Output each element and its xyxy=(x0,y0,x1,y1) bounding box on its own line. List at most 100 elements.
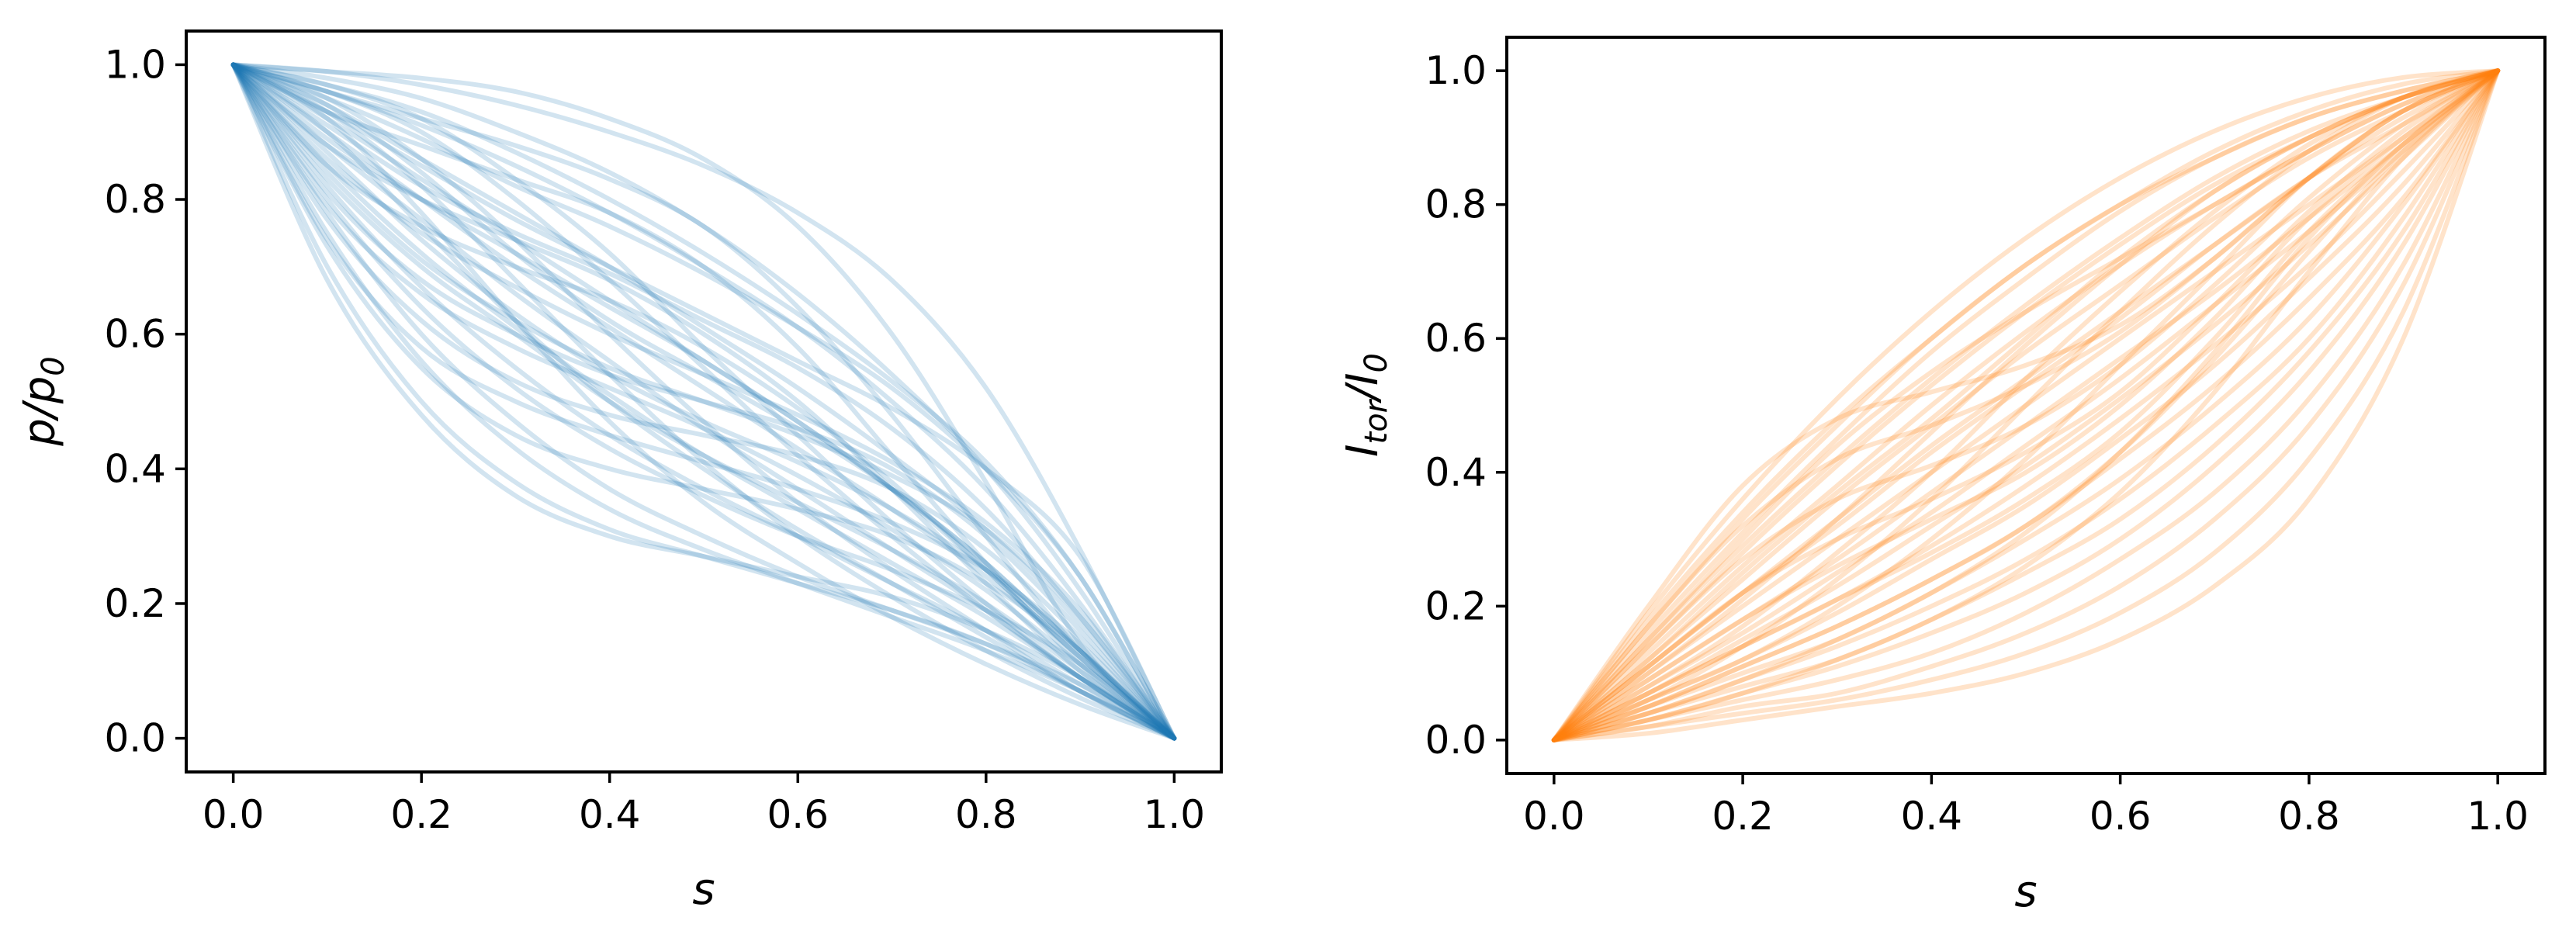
pressure-curve-14 xyxy=(230,62,1177,741)
current-curve-32 xyxy=(1551,68,2501,742)
current-y-tick-label-3: 0.6 xyxy=(1425,316,1487,361)
pressure-curve-4 xyxy=(230,62,1177,741)
current-curve-11 xyxy=(1551,68,2501,742)
current-curve-15 xyxy=(1551,68,2501,742)
current-curve-30 xyxy=(1551,68,2501,742)
pressure-curve-29 xyxy=(230,62,1177,741)
current-curve-7 xyxy=(1551,68,2501,742)
current-x-tick-label-4: 0.8 xyxy=(2278,794,2340,839)
current-y-tick-label-4: 0.8 xyxy=(1425,182,1487,227)
pressure-curve-40 xyxy=(230,62,1177,741)
current-y-tick-label-1: 0.2 xyxy=(1425,583,1487,628)
pressure-curves xyxy=(230,62,1177,741)
pressure-curve-17 xyxy=(230,62,1177,741)
pressure-x-tick-label-5: 1.0 xyxy=(1144,792,1206,837)
pressure-curve-36 xyxy=(230,62,1177,741)
pressure-curve-16 xyxy=(230,62,1177,741)
pressure-curve-7 xyxy=(230,62,1177,741)
pressure-curve-23 xyxy=(230,62,1177,741)
pressure-curve-12 xyxy=(230,62,1177,741)
pressure-x-tick-label-2: 0.4 xyxy=(579,792,641,837)
pressure-curve-6 xyxy=(230,62,1177,741)
pressure-x-tick-label-3: 0.6 xyxy=(767,792,829,837)
pressure-y-tick-label-2: 0.4 xyxy=(104,446,166,491)
current-x-tick-label-1: 0.2 xyxy=(1712,794,1774,839)
current-curve-40 xyxy=(1551,68,2501,742)
current-curve-20 xyxy=(1551,68,2501,742)
current-y-label-b-sub: 0 xyxy=(1359,353,1394,372)
pressure-curve-19 xyxy=(230,62,1177,741)
pressure-curve-32 xyxy=(230,62,1177,741)
pressure-curve-26 xyxy=(230,62,1177,741)
current-curve-36 xyxy=(1551,68,2501,742)
current-y-tick-label-0: 0.0 xyxy=(1425,718,1487,763)
pressure-y-tick-label-5: 1.0 xyxy=(104,42,166,87)
current-y-label-b: /I xyxy=(1338,372,1388,403)
current-curve-3 xyxy=(1551,68,2501,742)
current-y-tick-label-5: 1.0 xyxy=(1425,48,1487,93)
current-curve-25 xyxy=(1551,68,2501,742)
current-curve-24 xyxy=(1551,68,2501,742)
current-curve-34 xyxy=(1551,68,2501,742)
pressure-plot-frame xyxy=(185,29,1223,774)
current-curve-21 xyxy=(1551,68,2501,742)
current-curve-14 xyxy=(1551,68,2501,742)
pressure-curve-22 xyxy=(230,62,1177,741)
pressure-curve-11 xyxy=(230,62,1177,741)
current-curve-17 xyxy=(1551,68,2501,742)
pressure-curve-34 xyxy=(230,62,1177,741)
current-x-tick-label-3: 0.6 xyxy=(2090,794,2152,839)
current-curve-35 xyxy=(1551,68,2501,742)
pressure-y-label-base: p/p xyxy=(15,376,65,447)
pressure-curve-10 xyxy=(230,62,1177,741)
pressure-curve-33 xyxy=(230,62,1177,741)
pressure-curve-35 xyxy=(230,62,1177,741)
current-curve-26 xyxy=(1551,68,2501,742)
chart-right-current: 0.0 0.2 0.4 0.6 0.8 1.0 0.0 0.2 0.4 0.6 0.8 1.0 s I… xyxy=(1338,36,2547,917)
current-curve-6 xyxy=(1551,68,2501,742)
pressure-curve-38 xyxy=(230,62,1177,741)
pressure-curve-24 xyxy=(230,62,1177,741)
current-curve-18 xyxy=(1551,68,2501,742)
pressure-curve-31 xyxy=(230,62,1177,741)
current-y-axis-label: Itor/I0 xyxy=(1338,353,1394,457)
pressure-curve-18 xyxy=(230,62,1177,741)
current-curve-10 xyxy=(1551,68,2501,742)
current-x-tick-label-2: 0.4 xyxy=(1901,794,1963,839)
pressure-curve-9 xyxy=(230,62,1177,741)
pressure-x-tick-label-1: 0.2 xyxy=(390,792,452,837)
pressure-curve-3 xyxy=(230,62,1177,741)
pressure-curve-13 xyxy=(230,62,1177,741)
pressure-y-tick-label-4: 0.8 xyxy=(104,177,166,222)
pressure-y-tick-label-3: 0.6 xyxy=(104,312,166,357)
current-curve-37 xyxy=(1551,68,2501,742)
chart-left-pressure: 0.0 0.2 0.4 0.6 0.8 1.0 0.0 0.2 0.4 0.6 0.8 1.0 s p… xyxy=(15,29,1223,915)
current-curve-27 xyxy=(1551,68,2501,742)
current-curve-29 xyxy=(1551,68,2501,742)
current-curve-1 xyxy=(1551,68,2501,742)
current-curve-9 xyxy=(1551,68,2501,742)
current-x-tick-label-0: 0.0 xyxy=(1523,794,1585,839)
pressure-x-tick-label-4: 0.8 xyxy=(955,792,1017,837)
current-curve-38 xyxy=(1551,68,2501,742)
pressure-ticks: 0.0 0.2 0.4 0.6 0.8 1.0 0.0 0.2 0.4 0.6 0.8 1.0 xyxy=(104,42,1205,837)
current-y-tick-label-2: 0.4 xyxy=(1425,450,1487,495)
pressure-x-tick-label-0: 0.0 xyxy=(203,792,265,837)
current-curve-19 xyxy=(1551,68,2501,742)
pressure-curve-39 xyxy=(230,62,1177,741)
current-curve-28 xyxy=(1551,68,2501,742)
current-x-tick-label-5: 1.0 xyxy=(2467,794,2529,839)
current-curve-39 xyxy=(1551,68,2501,742)
pressure-x-axis-label: s xyxy=(692,864,715,915)
pressure-curve-20 xyxy=(230,62,1177,741)
current-y-label-a-sub: tor xyxy=(1359,398,1394,444)
pressure-curve-8 xyxy=(230,62,1177,741)
current-curve-5 xyxy=(1551,68,2501,742)
pressure-curve-5 xyxy=(230,62,1177,741)
current-ticks: 0.0 0.2 0.4 0.6 0.8 1.0 0.0 0.2 0.4 0.6 0.8 1.0 xyxy=(1425,48,2528,839)
pressure-curve-37 xyxy=(230,62,1177,741)
pressure-curve-30 xyxy=(230,62,1177,741)
current-x-axis-label: s xyxy=(2014,867,2037,917)
current-curve-33 xyxy=(1551,68,2501,742)
